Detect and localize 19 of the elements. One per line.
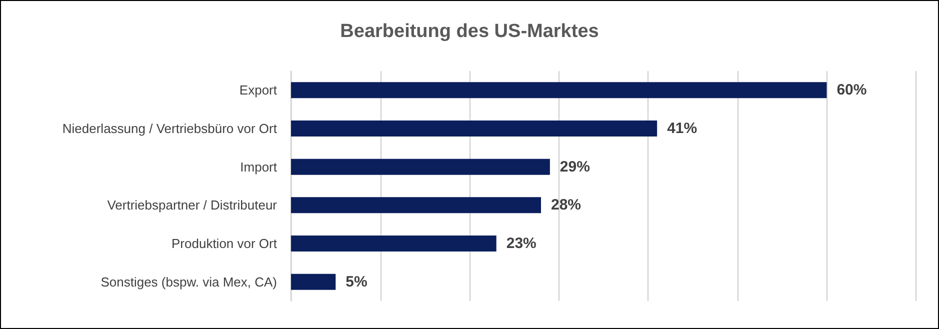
data-label: 29% bbox=[560, 158, 590, 176]
bar bbox=[291, 82, 827, 98]
data-label: 28% bbox=[551, 196, 582, 214]
bar bbox=[291, 274, 336, 290]
y-tick-label: Sonstiges (bspw. via Mex, CA) bbox=[100, 274, 277, 290]
y-tick-label: Vertriebspartner / Distributeur bbox=[107, 198, 278, 213]
data-label: 23% bbox=[506, 235, 536, 252]
data-label: 5% bbox=[346, 273, 368, 290]
y-tick-label: Export bbox=[239, 82, 278, 98]
bar bbox=[291, 120, 658, 136]
bar bbox=[291, 158, 550, 175]
y-tick-label: Niederlassung / Vertriebsbüro vor Ort bbox=[62, 121, 278, 136]
chart-title: Bearbeitung des US-Marktes bbox=[340, 21, 599, 42]
y-tick-label: Import bbox=[240, 159, 278, 174]
bar bbox=[291, 197, 541, 214]
y-tick-label: Produktion vor Ort bbox=[172, 236, 278, 251]
data-label: 60% bbox=[836, 82, 867, 99]
bar bbox=[291, 236, 496, 252]
data-label: 41% bbox=[667, 120, 698, 137]
